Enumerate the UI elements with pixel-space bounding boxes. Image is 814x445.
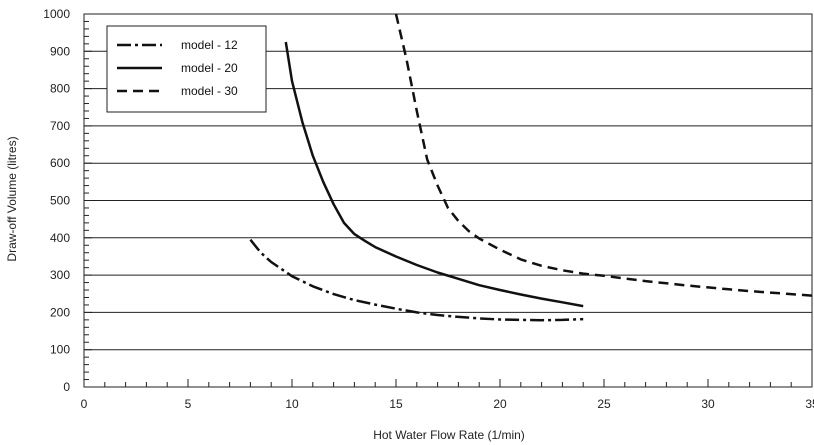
y-tick-label: 600 [50,156,70,170]
legend-label-1: model - 12 [181,38,238,52]
y-tick-label: 100 [50,343,70,357]
y-tick-label: 1000 [43,7,70,21]
y-tick-label: 0 [63,380,70,394]
x-axis-title: Hot Water Flow Rate (1/min) [373,428,525,442]
legend-label-3: model - 30 [181,84,238,98]
axes-layer: 0 100 200 300 400 500 600 700 800 900 1000 0 5 10 15 20… [43,7,814,411]
series-layer [249,13,813,322]
series-line-3 [394,13,813,297]
y-tick-label: 200 [50,305,70,319]
y-tick-label: 900 [50,44,70,58]
y-tick-label: 300 [50,268,70,282]
legend: model - 12 model - 20 model - 30 [106,25,267,113]
legend-label-2: model - 20 [181,61,238,75]
y-tick-label: 800 [50,82,70,96]
x-tick-label: 20 [493,397,507,411]
grid-layer [84,50,812,351]
x-tick-label: 5 [185,397,192,411]
x-tick-label: 15 [389,397,403,411]
x-tick-label: 30 [701,397,715,411]
x-tick-label: 0 [81,397,88,411]
series-line-1 [249,238,584,322]
x-tick-label: 25 [597,397,611,411]
y-tick-label: 400 [50,231,70,245]
y-tick-label: 700 [50,119,70,133]
y-axis-title: Draw-off Volume (litres) [5,136,19,261]
x-tick-label: 10 [285,397,299,411]
y-tick-label: 500 [50,194,70,208]
x-tick-label: 35 [805,397,814,411]
series-line-2 [284,41,584,308]
